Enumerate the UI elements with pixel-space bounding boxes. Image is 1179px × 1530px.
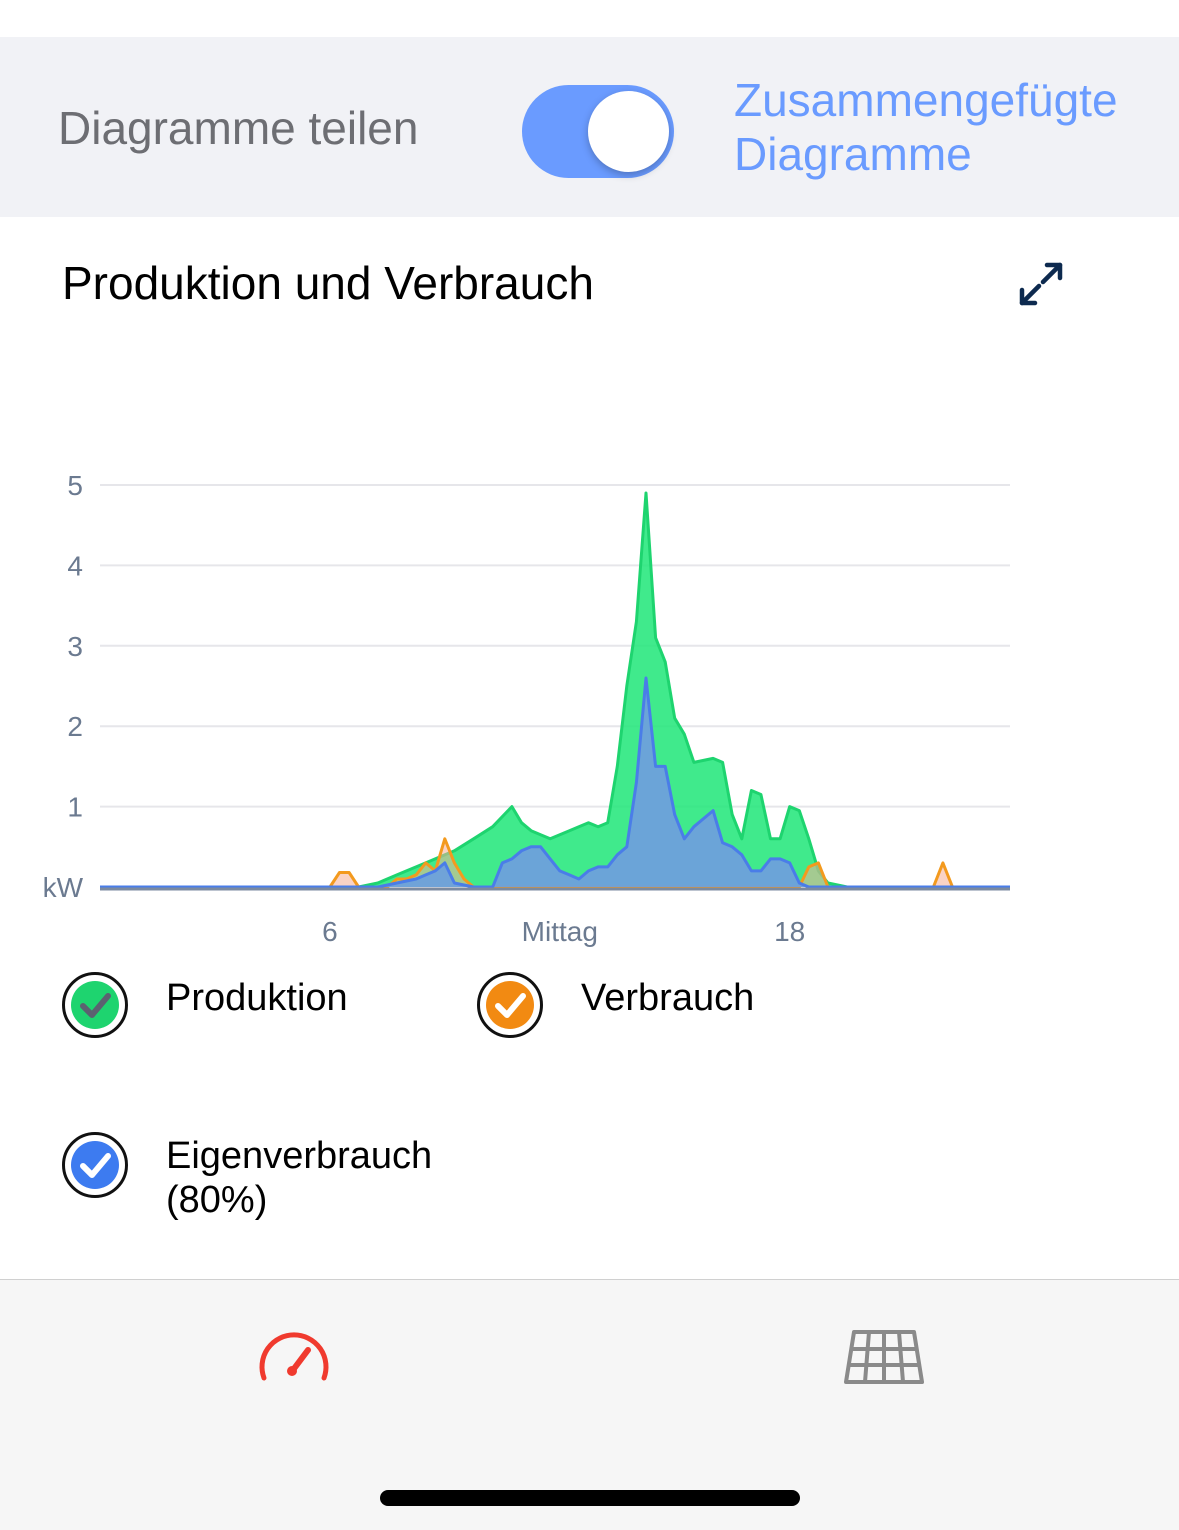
tab-bar — [0, 1279, 1179, 1530]
y-tick-label: 3 — [67, 631, 83, 662]
view-toggle-bar: Diagramme teilen Zusammengefügte Diagram… — [0, 37, 1179, 217]
speedometer-icon — [259, 1332, 329, 1381]
series-line-produktion — [100, 491, 1010, 889]
merged-charts-label: Zusammengefügte Diagramme — [734, 74, 1118, 180]
home-indicator — [380, 1490, 800, 1506]
verbrauch-checkmark-icon — [477, 972, 543, 1038]
y-unit-label: kW — [43, 872, 84, 903]
legend-label-eigenverbrauch: Eigenverbrauch — [166, 1135, 433, 1177]
series-area-produktion — [100, 493, 1010, 887]
y-tick-label: 4 — [67, 550, 83, 581]
tab-solar-panels[interactable] — [842, 1328, 926, 1391]
chart-title: Produktion und Verbrauch — [62, 257, 594, 309]
eigenverbrauch-checkmark-icon — [62, 1132, 128, 1198]
legend-label-eigenverbrauch-percent: (80%) — [166, 1179, 268, 1221]
series-line-eigenverbrauch — [100, 676, 1010, 889]
tab-dashboard[interactable] — [254, 1326, 334, 1391]
expand-arrows-icon[interactable] — [1016, 259, 1066, 309]
y-tick-label: 2 — [67, 711, 83, 742]
switch-knob — [588, 91, 669, 172]
legend-label-verbrauch: Verbrauch — [581, 977, 755, 1019]
merge-charts-switch[interactable] — [522, 85, 674, 178]
split-charts-label: Diagramme teilen — [58, 102, 419, 154]
x-tick-label: Mittag — [522, 916, 598, 947]
x-tick-label: 6 — [322, 916, 338, 947]
y-tick-label: 5 — [67, 470, 83, 501]
x-tick-label: 18 — [774, 916, 805, 947]
solar-panel-icon — [844, 1330, 924, 1384]
produktion-checkmark-icon — [62, 972, 128, 1038]
legend-label-produktion: Produktion — [166, 977, 348, 1019]
production-consumption-chart: 1 2 3 4 5 kW 6 Mittag 18 — [43, 470, 1010, 947]
y-tick-label: 1 — [67, 792, 83, 823]
